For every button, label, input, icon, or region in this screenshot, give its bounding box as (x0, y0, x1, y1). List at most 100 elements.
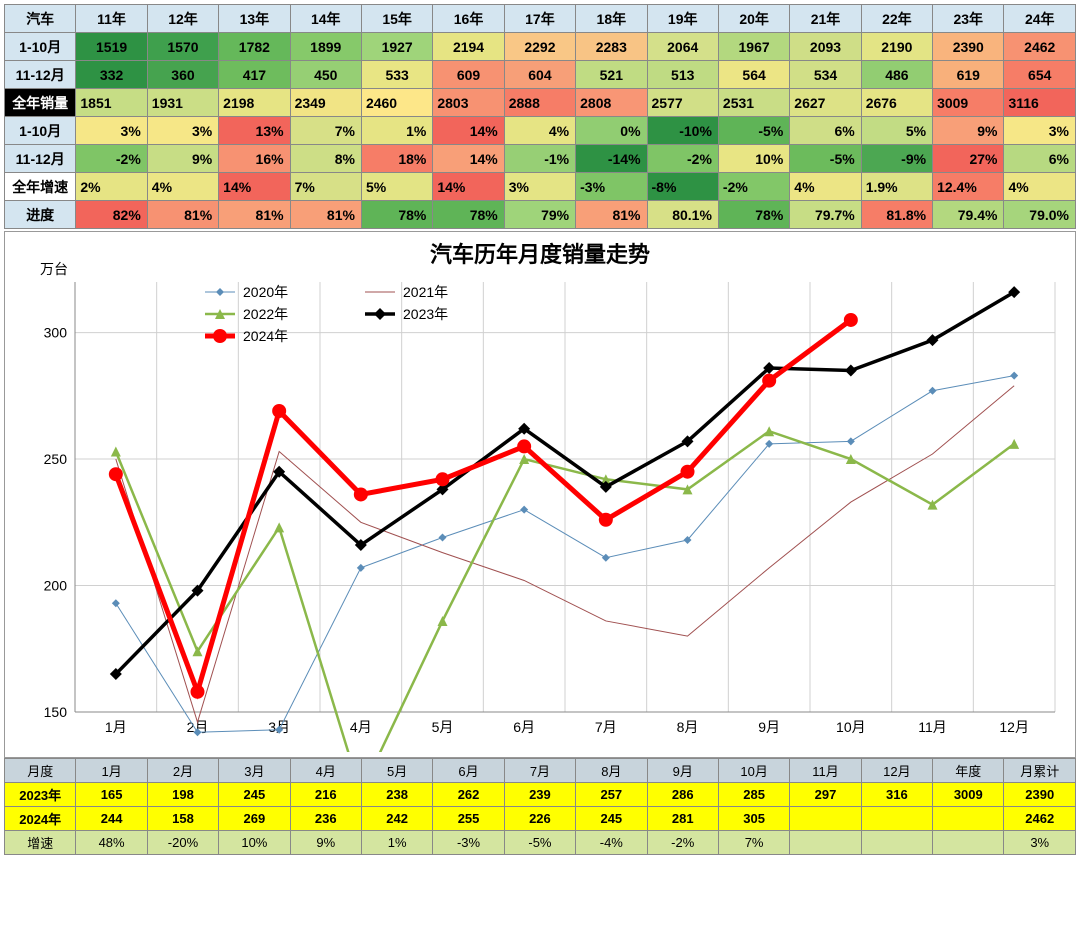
heatmap-cell: 14% (433, 145, 504, 173)
bottom-cell: 1% (361, 831, 432, 855)
heatmap-cell: 81% (219, 201, 290, 229)
heatmap-cell: 16% (219, 145, 290, 173)
bottom-header: 年度 (933, 759, 1004, 783)
year-header: 21年 (790, 5, 861, 33)
bottom-cell: 262 (433, 783, 504, 807)
heatmap-cell: 0% (576, 117, 647, 145)
marker (191, 685, 205, 699)
heatmap-cell: 79.0% (1004, 201, 1076, 229)
legend-label: 2020年 (243, 284, 288, 300)
heatmap-cell: 3% (1004, 117, 1076, 145)
heatmap-cell: 5% (861, 117, 932, 145)
year-header: 15年 (361, 5, 432, 33)
heatmap-cell: 486 (861, 61, 932, 89)
year-header: 13年 (219, 5, 290, 33)
year-header: 19年 (647, 5, 718, 33)
bottom-header: 3月 (219, 759, 290, 783)
heatmap-cell: 81% (147, 201, 218, 229)
heatmap-cell: 533 (361, 61, 432, 89)
heatmap-cell: 2460 (361, 89, 432, 117)
chart-title: 汽车历年月度销量走势 (430, 242, 650, 267)
bottom-cell (861, 807, 932, 831)
heatmap-cell: -2% (76, 145, 147, 173)
bottom-cell: 10% (219, 831, 290, 855)
heatmap-cell: 2531 (718, 89, 789, 117)
heatmap-cell: 4% (504, 117, 575, 145)
year-header: 16年 (433, 5, 504, 33)
year-header: 22年 (861, 5, 932, 33)
marker (109, 467, 123, 481)
heatmap-cell: 78% (433, 201, 504, 229)
marker (439, 533, 447, 541)
heatmap-cell: 2808 (576, 89, 647, 117)
y-tick-label: 250 (44, 451, 68, 467)
heatmap-cell: 79.4% (933, 201, 1004, 229)
row-label: 11-12月 (5, 61, 76, 89)
heatmap-cell: 513 (647, 61, 718, 89)
marker (1010, 372, 1018, 380)
heatmap-cell: -10% (647, 117, 718, 145)
heatmap-cell: 1931 (147, 89, 218, 117)
x-tick-label: 7月 (595, 719, 617, 735)
corner-label: 汽车 (5, 5, 76, 33)
marker (111, 446, 121, 456)
bottom-cell: 7% (718, 831, 789, 855)
marker (847, 437, 855, 445)
bottom-cell: 216 (290, 783, 361, 807)
bottom-cell: 3% (1004, 831, 1076, 855)
x-tick-label: 6月 (513, 719, 535, 735)
bottom-cell: 236 (290, 807, 361, 831)
bottom-cell (933, 831, 1004, 855)
marker (1009, 439, 1019, 449)
bottom-cell: 198 (147, 783, 218, 807)
heatmap-cell: 79.7% (790, 201, 861, 229)
heatmap-cell: 80.1% (647, 201, 718, 229)
heatmap-cell: 4% (147, 173, 218, 201)
heatmap-cell: 2198 (219, 89, 290, 117)
row-label: 11-12月 (5, 145, 76, 173)
marker (762, 374, 776, 388)
marker (438, 616, 448, 626)
bottom-cell: 3009 (933, 783, 1004, 807)
heatmap-cell: 18% (361, 145, 432, 173)
heatmap-cell: 1927 (361, 33, 432, 61)
bottom-cell: 255 (433, 807, 504, 831)
heatmap-cell: 3% (76, 117, 147, 145)
bottom-cell: 245 (576, 807, 647, 831)
bottom-cell (861, 831, 932, 855)
heatmap-cell: 2627 (790, 89, 861, 117)
heatmap-cell: -2% (647, 145, 718, 173)
bottom-cell: 9% (290, 831, 361, 855)
heatmap-cell: 1.9% (861, 173, 932, 201)
bottom-header: 10月 (718, 759, 789, 783)
bottom-header: 4月 (290, 759, 361, 783)
heatmap-cell: 360 (147, 61, 218, 89)
bottom-cell: 2462 (1004, 807, 1076, 831)
bottom-header: 月累计 (1004, 759, 1076, 783)
heatmap-cell: 78% (718, 201, 789, 229)
heatmap-cell: 81% (576, 201, 647, 229)
heatmap-cell: 609 (433, 61, 504, 89)
bottom-cell: 242 (361, 807, 432, 831)
heatmap-cell: 654 (1004, 61, 1076, 89)
heatmap-cell: 9% (933, 117, 1004, 145)
y-tick-label: 200 (44, 578, 68, 594)
bottom-cell: 305 (718, 807, 789, 831)
heatmap-cell: -3% (576, 173, 647, 201)
heatmap-cell: 1851 (76, 89, 147, 117)
bottom-cell: 158 (147, 807, 218, 831)
bottom-header: 6月 (433, 759, 504, 783)
marker (112, 599, 120, 607)
bottom-cell: -4% (576, 831, 647, 855)
heatmap-cell: 1570 (147, 33, 218, 61)
heatmap-table: 汽车11年12年13年14年15年16年17年18年19年20年21年22年23… (4, 4, 1076, 229)
bottom-cell: 316 (861, 783, 932, 807)
heatmap-cell: 12.4% (933, 173, 1004, 201)
heatmap-cell: 3% (147, 117, 218, 145)
heatmap-cell: 10% (718, 145, 789, 173)
heatmap-cell: 3% (504, 173, 575, 201)
year-header: 23年 (933, 5, 1004, 33)
heatmap-cell: 619 (933, 61, 1004, 89)
marker (520, 506, 528, 514)
heatmap-cell: -14% (576, 145, 647, 173)
